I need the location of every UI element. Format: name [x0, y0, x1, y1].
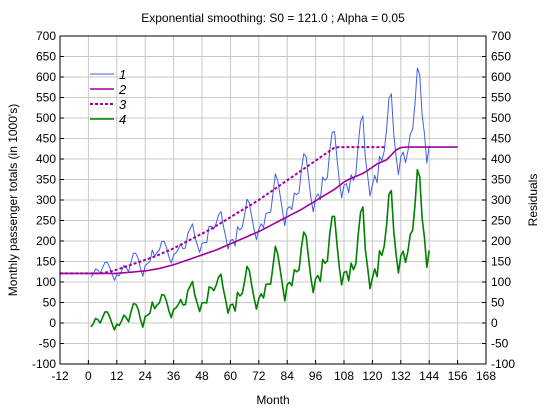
y2-tick-label: 400 — [491, 152, 511, 166]
y-tick-label: 650 — [36, 50, 56, 64]
series-2-line — [60, 146, 458, 275]
x-tick-label: 36 — [167, 369, 181, 383]
chart-title: Exponential smoothing: S0 = 121.0 ; Alph… — [141, 11, 405, 25]
y2-tick-label: 200 — [491, 234, 511, 248]
y2-tick-label: 250 — [491, 214, 511, 228]
legend-label-3: 3 — [119, 97, 127, 112]
y2-tick-label: 500 — [491, 111, 511, 125]
legend-label-4: 4 — [119, 112, 126, 127]
series-3-line — [60, 146, 387, 275]
y2-tick-label: 600 — [491, 70, 511, 84]
y-tick-label: 500 — [36, 111, 56, 125]
x-tick-label: 108 — [334, 369, 354, 383]
y-tick-label: 700 — [36, 29, 56, 43]
y-tick-label: 400 — [36, 152, 56, 166]
legend-label-2: 2 — [118, 82, 127, 97]
y-tick-label: -50 — [39, 337, 57, 351]
y-tick-label: 550 — [36, 91, 56, 105]
y2-tick-label: 100 — [491, 275, 511, 289]
y2-tick-label: 700 — [491, 29, 511, 43]
series-layer — [60, 67, 458, 331]
y2-tick-label: -50 — [491, 337, 509, 351]
x-tick-label: 168 — [476, 369, 496, 383]
x-tick-label: 48 — [195, 369, 209, 383]
series-4-line — [90, 168, 430, 331]
y2-tick-label: 450 — [491, 132, 511, 146]
y2-tick-label: 650 — [491, 50, 511, 64]
x-tick-label: 12 — [110, 369, 124, 383]
y-tick-label: 350 — [36, 173, 56, 187]
y2-tick-label: 350 — [491, 173, 511, 187]
x-tick-label: 24 — [139, 369, 153, 383]
series-1-line — [90, 67, 430, 281]
y2-tick-label: 300 — [491, 193, 511, 207]
y-tick-label: 600 — [36, 70, 56, 84]
y-tick-label: 250 — [36, 214, 56, 228]
y2-tick-label: 50 — [491, 296, 505, 310]
y2-tick-label: -100 — [491, 357, 515, 371]
y-tick-label: 0 — [49, 316, 56, 330]
x-tick-label: 60 — [224, 369, 238, 383]
y-axis-title: Monthly passenger totals (in 1000's) — [6, 104, 20, 296]
x-tick-label: -12 — [51, 369, 69, 383]
y-tick-label: -100 — [32, 357, 56, 371]
y-tick-label: 200 — [36, 234, 56, 248]
y2-tick-label: 0 — [491, 316, 498, 330]
y-tick-label: 300 — [36, 193, 56, 207]
x-tick-label: 84 — [281, 369, 295, 383]
y2-axis-title: Residuals — [526, 174, 540, 227]
x-tick-label: 120 — [362, 369, 382, 383]
y-tick-label: 450 — [36, 132, 56, 146]
y2-tick-label: 150 — [491, 255, 511, 269]
x-tick-label: 96 — [309, 369, 323, 383]
x-tick-label: 132 — [391, 369, 411, 383]
y-tick-label: 150 — [36, 255, 56, 269]
x-axis-title: Month — [256, 393, 289, 407]
ticks: -12 0 12 24 36 48 60 72 84 96 108 120 132 144 156 168-1… — [32, 29, 515, 383]
x-tick-label: 144 — [419, 369, 439, 383]
legend-label-1: 1 — [119, 67, 126, 82]
y-tick-label: 100 — [36, 275, 56, 289]
x-tick-label: 0 — [85, 369, 92, 383]
x-tick-label: 72 — [252, 369, 266, 383]
y2-tick-label: 550 — [491, 91, 511, 105]
y-tick-label: 50 — [43, 296, 57, 310]
x-tick-label: 156 — [448, 369, 468, 383]
